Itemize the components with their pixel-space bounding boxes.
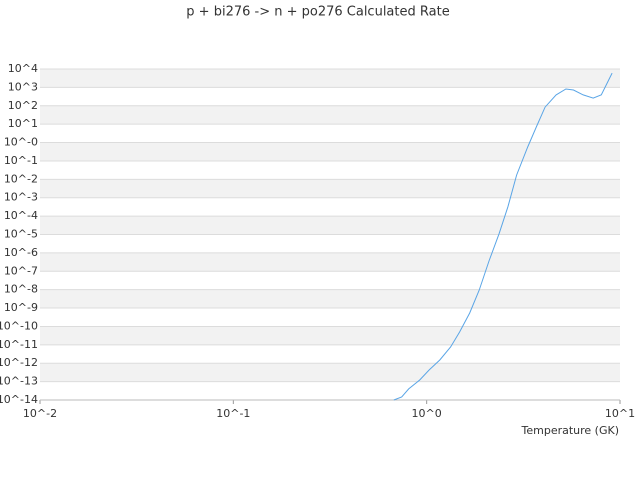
y-tick-label: 10^-8 <box>4 283 38 296</box>
y-tick-label: 10^-2 <box>4 172 38 185</box>
y-tick-label: 10^-4 <box>4 209 38 222</box>
y-tick-label: 10^-11 <box>0 338 38 351</box>
grid-band <box>40 105 620 125</box>
y-tick-label: 10^3 <box>8 80 38 93</box>
grid-band <box>40 363 620 382</box>
y-tick-label: 10^-7 <box>4 264 38 277</box>
grid-band <box>40 252 620 272</box>
x-axis-label: Temperature (GK) <box>521 424 620 437</box>
y-tick-label: 10^-13 <box>0 375 38 388</box>
y-tick-label: 10^-12 <box>0 356 38 369</box>
y-tick-label: 10^4 <box>8 62 38 75</box>
y-tick-label: 10^-6 <box>4 246 38 259</box>
y-tick-label: 10^-14 <box>0 393 38 406</box>
x-tick-label: 10^-2 <box>23 407 57 420</box>
grid-band <box>40 69 620 88</box>
y-tick-label: 10^-0 <box>4 136 38 149</box>
plot-area <box>39 68 621 404</box>
grid-band <box>40 289 620 309</box>
y-tick-label: 10^-10 <box>0 319 38 332</box>
y-tick-label: 10^-1 <box>4 154 38 167</box>
x-tick-label: 10^1 <box>605 407 635 420</box>
data-line <box>393 72 613 401</box>
y-tick-label: 10^2 <box>8 99 38 112</box>
grid-band <box>40 142 620 161</box>
y-tick-label: 10^1 <box>8 117 38 130</box>
chart-title: p + bi276 -> n + po276 Calculated Rate <box>186 5 449 20</box>
grid-band <box>40 179 620 198</box>
x-tick-label: 10^-1 <box>216 407 250 420</box>
y-tick-label: 10^-9 <box>4 301 38 314</box>
grid-band <box>40 216 620 235</box>
grid-band <box>40 326 620 345</box>
y-tick-label: 10^-3 <box>4 191 38 204</box>
x-tick-label: 10^0 <box>412 407 442 420</box>
y-tick-label: 10^-5 <box>4 228 38 241</box>
